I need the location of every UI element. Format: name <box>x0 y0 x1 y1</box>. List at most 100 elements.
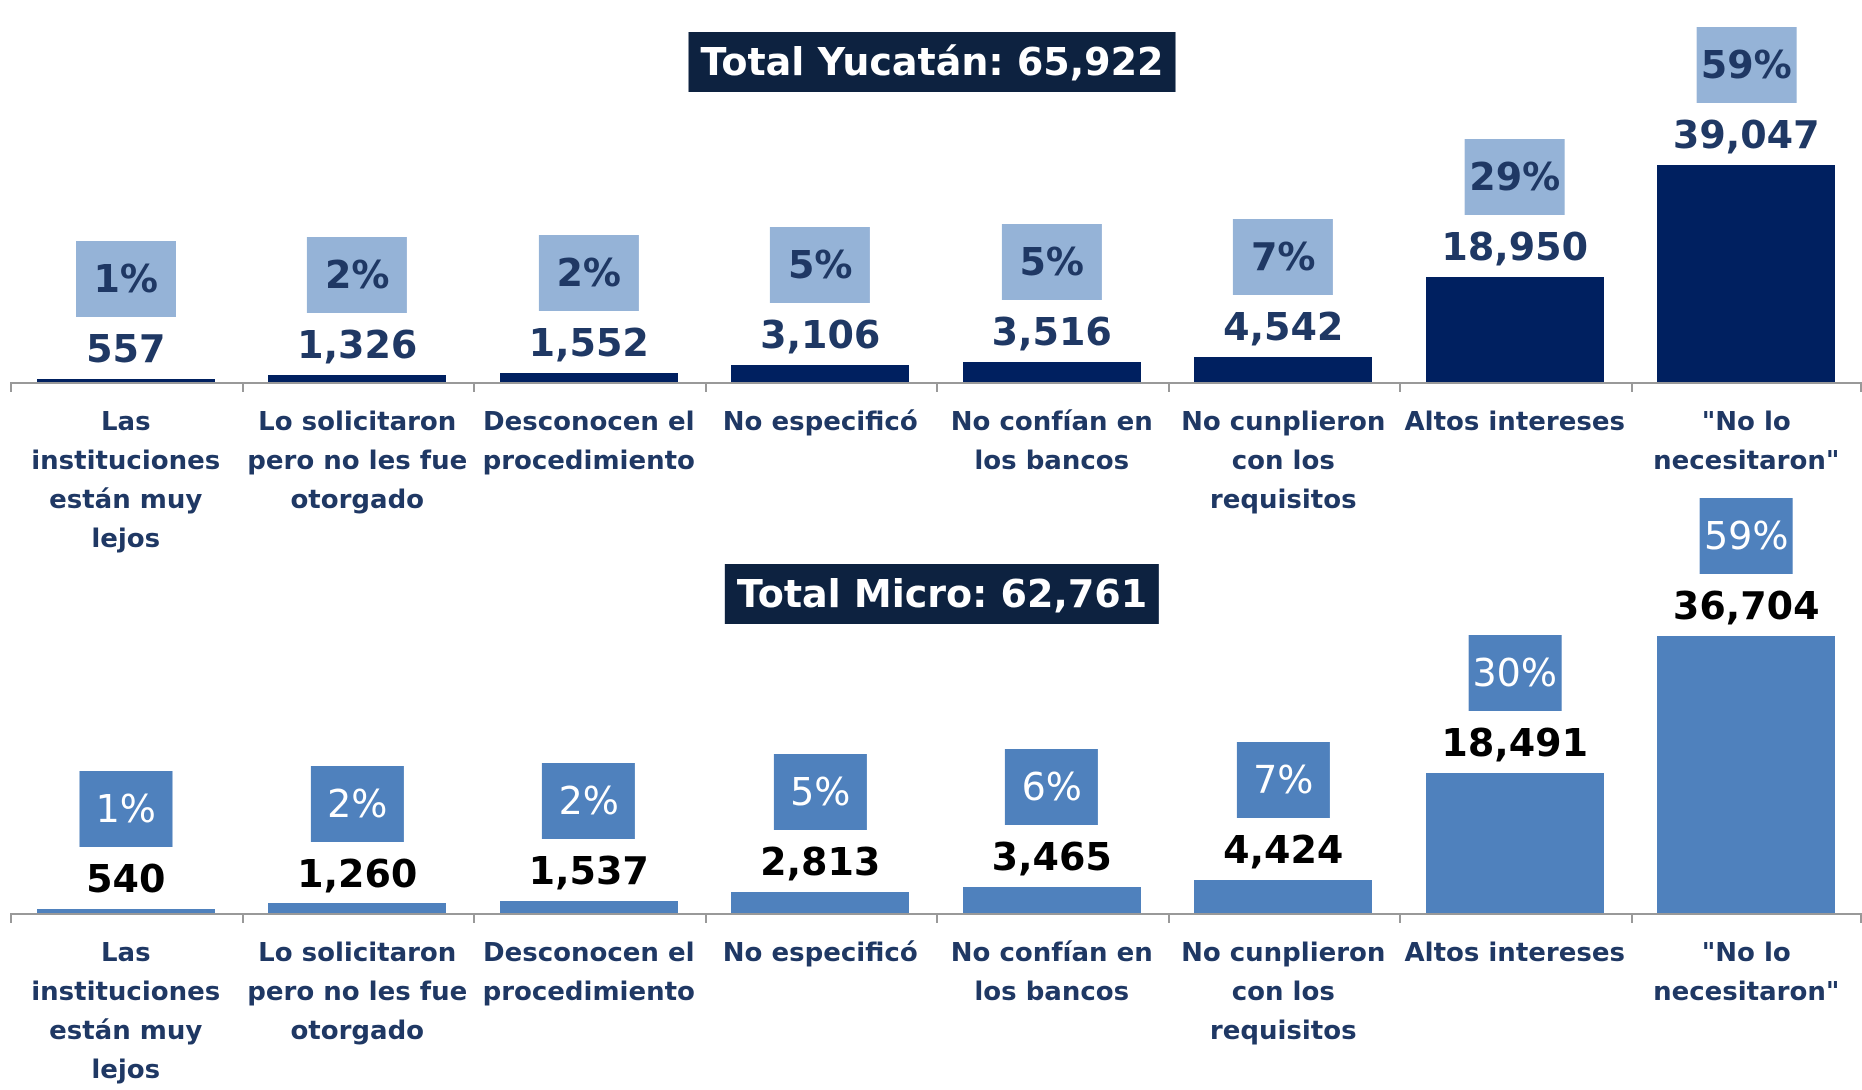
value-label: 4,542 <box>1223 304 1344 349</box>
bar <box>36 908 215 913</box>
bar-annotation: 7% 4,424 <box>1223 741 1344 872</box>
value-label: 1,260 <box>297 851 418 896</box>
x-tick-label: No cunplieron con los requisitos <box>1181 407 1386 515</box>
bar-annotation: 6% 3,465 <box>991 748 1112 879</box>
x-tick-label: Las instituciones están muy lejos <box>31 938 221 1085</box>
bar <box>1194 879 1373 913</box>
chart-title: Total Micro: 62,761 <box>724 564 1160 624</box>
x-tick-label: No especificó <box>722 407 918 437</box>
value-label: 540 <box>86 856 166 901</box>
value-label: 1,537 <box>528 849 649 894</box>
value-label: 557 <box>86 326 166 371</box>
x-tick <box>1399 913 1401 923</box>
x-tick <box>936 382 938 392</box>
value-label: 4,424 <box>1223 827 1344 872</box>
percent-label: 2% <box>310 765 404 842</box>
percent-label: 1% <box>79 770 173 847</box>
x-tick <box>1630 382 1633 392</box>
value-label: 1,326 <box>297 322 418 367</box>
bar <box>268 374 447 382</box>
percent-label: 1% <box>75 240 176 317</box>
bar <box>499 373 678 382</box>
x-tick <box>1167 382 1170 392</box>
bar-annotation: 2% 1,260 <box>297 765 418 896</box>
percent-label: 7% <box>1233 218 1334 295</box>
percent-label: 2% <box>307 236 408 313</box>
x-tick <box>10 913 12 923</box>
bar-annotation: 5% 3,106 <box>760 226 881 357</box>
bar-annotation: 1% 557 <box>75 240 176 371</box>
bar <box>499 901 678 913</box>
percent-label: 29% <box>1464 138 1565 215</box>
x-tick <box>704 913 707 923</box>
value-label: 18,491 <box>1441 721 1589 766</box>
x-tick <box>10 382 12 392</box>
bar-annotation: 5% 3,516 <box>992 224 1112 354</box>
bar-annotation: 2% 1,552 <box>529 235 649 365</box>
x-tick-label: "No lo necesitaron" <box>1653 938 1840 1007</box>
x-tick <box>936 913 938 923</box>
bar <box>1657 165 1836 382</box>
value-label: 2,813 <box>760 839 881 884</box>
percent-label: 59% <box>1696 27 1797 103</box>
percent-label: 5% <box>773 753 867 830</box>
x-tick-label: No especificó <box>722 938 918 968</box>
bar <box>268 903 447 913</box>
percent-label: 7% <box>1236 741 1330 818</box>
x-tick-label: Desconocen el procedimiento <box>482 938 695 1007</box>
x-tick-label: Desconocen el procedimiento <box>482 407 695 476</box>
bar <box>1194 356 1373 382</box>
percent-label: 59% <box>1699 498 1793 574</box>
x-tick <box>704 382 707 392</box>
bar <box>36 378 215 382</box>
value-label: 39,047 <box>1672 113 1820 157</box>
bar-annotation: 59% 39,047 <box>1673 27 1820 157</box>
x-tick <box>473 913 475 923</box>
percent-label: 5% <box>770 226 871 303</box>
bar-annotation: 59% 36,704 <box>1673 498 1820 628</box>
x-tick <box>1860 913 1862 923</box>
bar-annotation: 29% 18,950 <box>1441 138 1589 269</box>
bar <box>1657 636 1836 913</box>
bar-annotation: 7% 4,542 <box>1223 218 1344 349</box>
bar-annotation: 30% 18,491 <box>1441 635 1588 765</box>
x-tick-label: "No lo necesitaron" <box>1653 407 1840 476</box>
x-tick-label: Lo solicitaron pero no les fue otorgado <box>247 407 468 515</box>
percent-label: 2% <box>538 235 639 312</box>
percent-label: 30% <box>1468 635 1562 712</box>
bar <box>1425 773 1604 913</box>
page: (() => { const data = JSON.parse(documen… <box>10 27 1862 1085</box>
x-tick-label: Lo solicitaron pero no les fue otorgado <box>247 938 468 1046</box>
percent-label: 6% <box>1005 748 1099 825</box>
x-tick-label: Altos intereses <box>1404 938 1625 968</box>
x-tick-label: Altos intereses <box>1404 407 1625 437</box>
bar <box>962 886 1141 913</box>
value-label: 36,704 <box>1672 584 1820 628</box>
x-tick <box>1399 382 1401 392</box>
bar-annotation: 2% 1,326 <box>297 236 418 367</box>
x-tick-label: No confían en los bancos <box>950 938 1153 1007</box>
bar <box>1425 276 1604 382</box>
value-label: 3,465 <box>991 834 1112 879</box>
bar <box>731 364 910 382</box>
x-tick <box>1860 382 1862 392</box>
x-tick <box>1167 913 1170 923</box>
value-label: 18,950 <box>1441 224 1589 269</box>
value-label: 3,106 <box>760 312 881 357</box>
value-label: 1,552 <box>528 321 649 366</box>
x-tick <box>473 382 475 392</box>
x-tick <box>241 913 244 923</box>
bar <box>731 891 910 913</box>
x-tick-label: No confían en los bancos <box>950 407 1153 476</box>
x-tick-label: Las instituciones están muy lejos <box>31 407 221 554</box>
bar-annotation: 5% 2,813 <box>760 753 881 884</box>
percent-label: 5% <box>1001 224 1102 301</box>
x-tick <box>1630 913 1633 923</box>
chart-title: Total Yucatán: 65,922 <box>688 32 1176 92</box>
bar-annotation: 2% 1,537 <box>529 763 649 893</box>
x-tick-label: No cunplieron con los requisitos <box>1181 938 1386 1046</box>
value-label: 3,516 <box>991 310 1112 355</box>
x-tick <box>241 382 244 392</box>
bar-annotation: 1% 540 <box>79 770 173 901</box>
percent-label: 2% <box>542 763 636 840</box>
